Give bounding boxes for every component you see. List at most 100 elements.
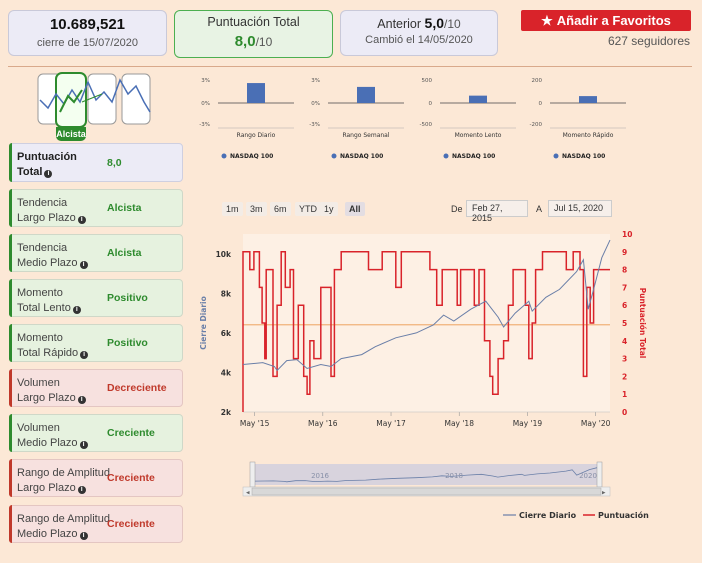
indicator-value: Creciente [107, 518, 155, 530]
from-date-input[interactable]: Feb 27, 2015 [466, 200, 528, 223]
from-label: De [451, 204, 463, 214]
mini-legend-label: NASDAQ 100 [340, 153, 383, 160]
info-icon[interactable]: i [79, 532, 88, 540]
info-icon[interactable]: i [79, 261, 88, 269]
indicator-label-line1: Puntuación [17, 151, 77, 163]
y-tick-label: 8k [221, 289, 232, 298]
main-chart: 2k 4k 6k 8k 10k Cierre Diario 0 1 2 3 4 5 6 7 8 9 10 Punt… [199, 230, 649, 520]
navigator-tick-label: 2018 [445, 472, 463, 480]
previous-max: /10 [444, 17, 461, 31]
indicator-label-line2: Largo Plazo [17, 482, 76, 494]
info-icon[interactable]: i [79, 441, 88, 449]
range-button-all[interactable]: All [345, 202, 365, 216]
y2-tick-label: 10 [622, 230, 632, 239]
range-button-1m[interactable]: 1m [222, 202, 243, 216]
add-favorite-label: Añadir a Favoritos [556, 13, 671, 28]
y2-axis-title: Puntuación Total [638, 288, 647, 359]
mini-chart-title: Momento Rápido [563, 132, 614, 139]
scroll-right-icon: ▸ [602, 489, 606, 497]
mini-bar-charts: 3% 0% -3% Rango Diario NASDAQ 100 3% 0% -3% Rang… [199, 78, 626, 160]
indicator-label-line2: Medio Plazo [17, 437, 78, 449]
add-favorite-button[interactable]: ★ Añadir a Favoritos [521, 10, 691, 31]
y2-tick-label: 0 [622, 408, 627, 417]
indicator-label: Volumen Largo Plazo i [17, 376, 86, 406]
info-icon[interactable]: i [80, 351, 89, 359]
indicator-card: Rango de Amplitud Medio Plazo i Creciente [9, 505, 183, 543]
previous-label: Anterior [377, 17, 422, 31]
indicator-value: Positivo [107, 337, 148, 349]
y2-tick-label: 8 [622, 266, 627, 275]
y-axis-title: Cierre Diario [199, 296, 208, 350]
info-icon[interactable]: i [72, 306, 81, 314]
indicator-card: Volumen Medio Plazo i Creciente [9, 414, 183, 452]
indicator-label: Volumen Medio Plazo i [17, 421, 88, 451]
range-button-1y[interactable]: 1y [320, 202, 338, 216]
indicator-label: Puntuación Total i [17, 150, 77, 180]
legend-dot-icon [221, 153, 227, 159]
trend-widget: Alcista [36, 72, 152, 144]
indicator-label: Tendencia Largo Plazo i [17, 196, 86, 226]
x-tick-label: May '20 [581, 419, 611, 428]
y2-tick-label: 1 [622, 390, 627, 399]
range-button-6m[interactable]: 6m [270, 202, 291, 216]
trend-chart-icon [37, 72, 151, 128]
y-tick-label: 6k [221, 329, 232, 338]
indicator-label: Tendencia Medio Plazo i [17, 241, 88, 271]
mini-y-tick: 0% [201, 101, 210, 107]
header-divider [8, 66, 692, 67]
indicator-card: Volumen Largo Plazo i Decreciente [9, 369, 183, 407]
previous-line: Anterior 5,0/10 [341, 15, 497, 31]
info-icon[interactable]: i [77, 396, 86, 404]
score-title: Puntuación Total [207, 15, 300, 29]
indicator-label: Momento Total Lento i [17, 286, 81, 316]
indicator-label-line2: Total [17, 166, 43, 178]
info-icon[interactable]: i [77, 216, 86, 224]
scrollbar-thumb [251, 487, 602, 496]
indicator-label-line1: Rango de Amplitud [17, 467, 110, 479]
price-value: 10.689,521 [49, 16, 126, 33]
indicator-label-line1: Volumen [17, 422, 60, 434]
navigator-window [250, 464, 602, 485]
y2-tick-label: 4 [622, 337, 627, 346]
mini-y-tick: 0% [311, 101, 320, 107]
mini-y-tick: 0 [429, 101, 433, 107]
mini-y-tick: -200 [530, 122, 543, 128]
price-card: 10.689,521 cierre de 15/07/2020 [8, 10, 167, 56]
navigator-tick-label: 2020 [579, 472, 597, 480]
indicator-label-line2: Total Rápido [17, 347, 79, 359]
mini-bar [247, 83, 265, 103]
followers-count: 627 seguidores [607, 34, 690, 48]
info-icon[interactable]: i [44, 170, 53, 178]
x-tick-label: May '19 [513, 419, 543, 428]
to-date-input[interactable]: Jul 15, 2020 [548, 200, 612, 217]
indicator-card: Puntuación Total i 8,0 [9, 143, 183, 182]
indicator-value: 8,0 [107, 156, 122, 169]
mini-y-tick: -500 [420, 122, 433, 128]
info-icon[interactable]: i [77, 486, 86, 494]
y2-tick-label: 7 [622, 283, 627, 292]
navigator-tick-label: 2016 [311, 472, 329, 480]
mini-chart-title: Rango Semanal [342, 132, 389, 139]
mini-y-tick: 0 [539, 101, 543, 107]
price-date: cierre de 15/07/2020 [37, 37, 138, 49]
score-max: /10 [255, 35, 273, 49]
mini-bar [579, 96, 597, 103]
legend-score-label: Puntuación [598, 510, 649, 520]
score-series-line [242, 251, 610, 412]
range-button-ytd[interactable]: YTD [295, 202, 321, 216]
x-tick-label: May '17 [376, 419, 406, 428]
y-tick-label: 2k [221, 408, 232, 417]
previous-card: Anterior 5,0/10 Cambió el 14/05/2020 [340, 10, 498, 56]
mini-y-tick: 3% [201, 78, 210, 84]
indicator-value: Positivo [107, 292, 148, 304]
indicator-card: Tendencia Medio Plazo i Alcista [9, 234, 183, 272]
indicator-card: Rango de Amplitud Largo Plazo i Creciente [9, 459, 183, 497]
indicator-label-line2: Total Lento [17, 302, 71, 314]
navigator-left-handle [249, 461, 256, 488]
indicator-label-line2: Largo Plazo [17, 212, 76, 224]
indicator-label-line1: Momento [17, 332, 63, 344]
range-button-3m[interactable]: 3m [246, 202, 267, 216]
mini-y-tick: 200 [532, 78, 543, 84]
indicator-label: Rango de Amplitud Medio Plazo i [17, 512, 110, 542]
legend-dot-icon [443, 153, 449, 159]
